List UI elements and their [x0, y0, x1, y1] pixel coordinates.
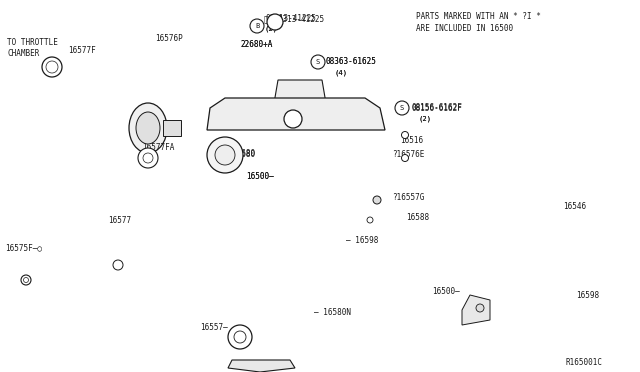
Circle shape [476, 304, 484, 312]
Text: 16588: 16588 [406, 213, 429, 222]
Circle shape [401, 154, 408, 161]
Polygon shape [272, 80, 328, 128]
Polygon shape [228, 290, 295, 370]
Text: — 16598: — 16598 [346, 236, 378, 245]
Polygon shape [228, 360, 295, 372]
Ellipse shape [129, 103, 167, 153]
Text: PARTS MARKED WITH AN * ?I *: PARTS MARKED WITH AN * ?I * [416, 12, 541, 21]
Text: R165001C: R165001C [566, 358, 603, 367]
Circle shape [367, 217, 373, 223]
Text: 08156-6162F: 08156-6162F [411, 103, 462, 112]
Polygon shape [490, 255, 630, 355]
Text: 22680+A: 22680+A [240, 40, 273, 49]
Text: CHAMBER: CHAMBER [7, 49, 40, 58]
Text: ?16557G: ?16557G [392, 193, 424, 202]
Text: ?16576E: ?16576E [392, 150, 424, 159]
Text: 08313-41225: 08313-41225 [265, 14, 316, 23]
Text: (2): (2) [265, 26, 278, 32]
Text: 16557—: 16557— [200, 323, 228, 332]
Circle shape [311, 55, 325, 69]
Bar [468, 155, 632, 358]
Circle shape [401, 131, 408, 138]
Text: 16577F: 16577F [68, 46, 96, 55]
Text: 16500—: 16500— [246, 172, 274, 181]
Bar [163, 120, 181, 136]
Polygon shape [207, 98, 385, 130]
Circle shape [24, 278, 29, 282]
Text: B: B [255, 23, 259, 29]
Circle shape [143, 153, 153, 163]
Circle shape [215, 145, 235, 165]
Text: (4): (4) [334, 69, 347, 76]
Circle shape [234, 331, 246, 343]
Text: 16546: 16546 [563, 202, 586, 211]
Polygon shape [508, 170, 612, 215]
Text: 16577FA: 16577FA [142, 143, 174, 152]
Circle shape [284, 110, 302, 128]
Bar [502, 222, 620, 248]
Text: 16575F—○: 16575F—○ [5, 243, 42, 252]
Text: 16516: 16516 [400, 136, 423, 145]
Text: (2): (2) [418, 116, 431, 122]
Text: Ⓑ 08313-41225: Ⓑ 08313-41225 [264, 14, 324, 23]
Text: 22680: 22680 [232, 149, 255, 158]
Text: 08156-6162F: 08156-6162F [411, 104, 462, 113]
Circle shape [113, 260, 123, 270]
Polygon shape [200, 112, 385, 290]
Circle shape [267, 14, 283, 30]
Text: 16500—: 16500— [246, 172, 274, 181]
Text: 16576P: 16576P [155, 34, 183, 43]
Text: TO THROTTLE: TO THROTTLE [7, 38, 58, 47]
Text: 16598: 16598 [576, 291, 599, 300]
Circle shape [207, 137, 243, 173]
Text: ARE INCLUDED IN 16500: ARE INCLUDED IN 16500 [416, 24, 513, 33]
Text: (2): (2) [264, 26, 277, 32]
Text: 22680+A: 22680+A [240, 40, 273, 49]
Text: S: S [400, 105, 404, 111]
Text: (2): (2) [418, 115, 431, 122]
Circle shape [395, 101, 409, 115]
Text: S: S [316, 59, 320, 65]
Text: 16500—: 16500— [432, 287, 460, 296]
Circle shape [228, 325, 252, 349]
Circle shape [46, 61, 58, 73]
Polygon shape [462, 295, 490, 325]
Polygon shape [8, 168, 118, 362]
Text: (4): (4) [335, 69, 348, 76]
Circle shape [21, 275, 31, 285]
Text: 22680: 22680 [232, 150, 255, 159]
Text: B: B [271, 19, 276, 28]
Circle shape [42, 57, 62, 77]
Circle shape [373, 196, 381, 204]
Text: — 16580N: — 16580N [314, 308, 351, 317]
Text: 08363-61625: 08363-61625 [326, 57, 377, 66]
Circle shape [138, 148, 158, 168]
Text: 08363-61625: 08363-61625 [326, 57, 377, 66]
Ellipse shape [136, 112, 160, 144]
Text: 16577: 16577 [108, 216, 131, 225]
Circle shape [250, 19, 264, 33]
